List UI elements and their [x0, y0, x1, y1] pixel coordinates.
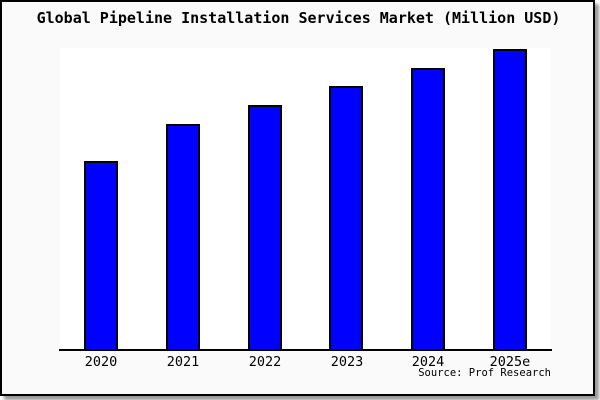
bar-2021 — [166, 124, 200, 349]
plot-area — [60, 48, 551, 349]
x-tick-2022: 2022 — [248, 354, 282, 370]
x-tick-2025e: 2025e — [489, 354, 531, 370]
source-credit: Source: Prof Research — [418, 367, 551, 379]
x-tick-2024: 2024 — [411, 354, 445, 370]
bar-2024 — [411, 68, 445, 349]
x-tick-2020: 2020 — [84, 354, 118, 370]
bar-2023 — [329, 86, 363, 349]
x-axis-line — [59, 349, 552, 351]
bar-2025e — [493, 49, 527, 349]
bar-2020 — [84, 161, 118, 349]
x-tick-2021: 2021 — [166, 354, 200, 370]
bar-2022 — [248, 105, 282, 349]
chart-title: Global Pipeline Installation Services Ma… — [36, 9, 561, 27]
x-tick-2023: 2023 — [330, 354, 364, 370]
